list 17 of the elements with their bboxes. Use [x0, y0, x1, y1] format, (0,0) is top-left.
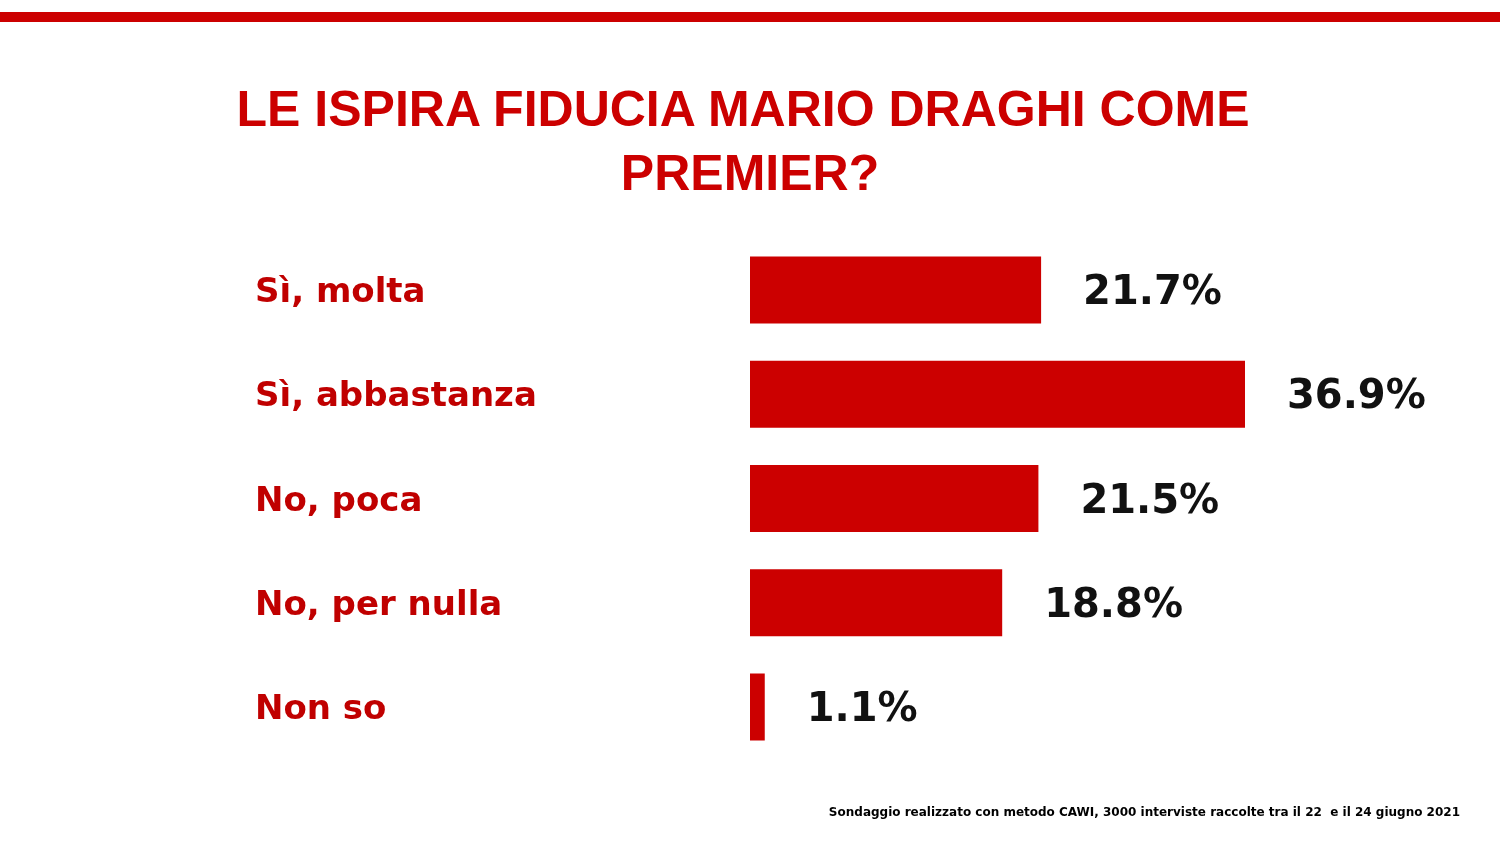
y-tick-label: No, poca — [255, 478, 423, 519]
data-label: 18.8% — [1044, 579, 1183, 626]
bar — [750, 465, 1039, 532]
y-tick-label: Sì, abbastanza — [255, 374, 537, 415]
data-label: 36.9% — [1287, 371, 1426, 418]
y-tick-label: No, per nulla — [255, 582, 503, 623]
bar — [750, 569, 1003, 637]
chart-title: LE ISPIRA FIDUCIA MARIO DRAGHI COME PREMIER? — [236, 81, 1264, 201]
data-label: 21.5% — [1080, 475, 1220, 522]
bar — [750, 360, 1245, 428]
y-tick-label: Sì, molta — [255, 270, 426, 311]
y-tick-label: Non so — [255, 686, 387, 727]
bar — [750, 673, 765, 741]
bar — [750, 256, 1042, 324]
data-label: 1.1% — [806, 683, 918, 730]
data-label: 21.7% — [1083, 267, 1222, 314]
text: Sondaggio realizzato con metodo CAWI, 3000 interviste raccolte tra il 22 e il 24 giugno 2021 — [828, 805, 1460, 819]
